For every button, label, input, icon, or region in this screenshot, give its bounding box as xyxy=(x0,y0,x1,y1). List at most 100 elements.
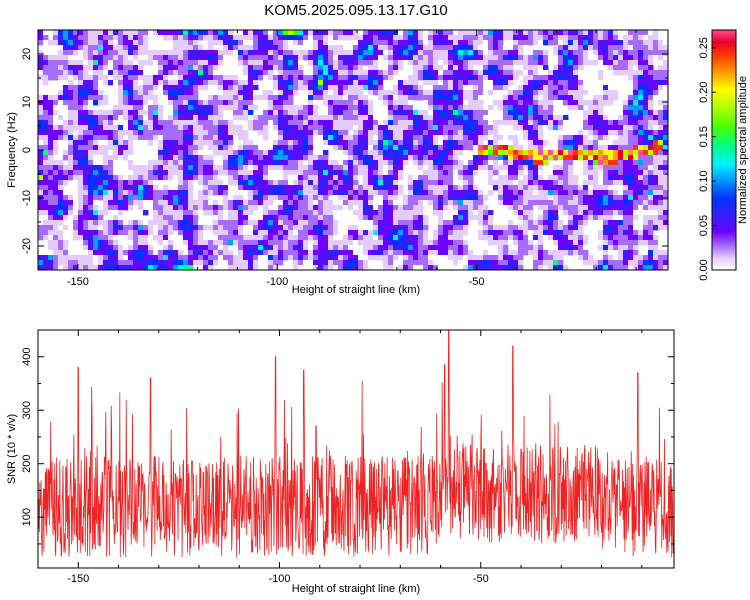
spectrogram-cell xyxy=(468,190,474,196)
spectrogram-cell xyxy=(228,40,234,46)
spectrogram-cell xyxy=(628,30,634,36)
spectrogram-cell xyxy=(613,130,619,136)
spectrogram-cell xyxy=(403,145,409,151)
spectrogram-cell xyxy=(618,70,624,76)
spectrogram-cell xyxy=(573,205,579,211)
spectrogram-cell xyxy=(513,215,519,221)
spectrogram-cell xyxy=(203,105,209,111)
spectrogram-cell xyxy=(413,140,419,146)
spectrogram-cell xyxy=(408,210,414,216)
spectrogram-cell xyxy=(628,125,634,131)
spectrogram-cell xyxy=(43,165,49,171)
spectrogram-cell xyxy=(323,155,329,161)
spectrogram-cell xyxy=(448,235,454,241)
spectrogram-cell xyxy=(583,155,589,161)
spectrogram-cell xyxy=(348,55,354,61)
spectrogram-cell xyxy=(298,145,304,151)
spectrogram-cell xyxy=(118,80,124,86)
spectrogram-cell xyxy=(478,235,484,241)
spectrogram-cell xyxy=(363,100,369,106)
spectrogram-cell xyxy=(463,40,469,46)
spectrogram-cell xyxy=(628,235,634,241)
spectrogram-cell xyxy=(373,200,379,206)
spectrogram-cell xyxy=(513,110,519,116)
spectrogram-cell xyxy=(153,190,159,196)
spectrogram-cell xyxy=(248,100,254,106)
spectrogram-cell xyxy=(398,180,404,186)
spectrogram-cell xyxy=(638,95,644,101)
spectrogram-cell xyxy=(183,150,189,156)
spectrogram-cell xyxy=(293,155,299,161)
spectrogram-cell xyxy=(93,165,99,171)
spectrogram-cell xyxy=(88,135,94,141)
spectrogram-cell xyxy=(158,30,164,36)
spectrogram-cell xyxy=(153,205,159,211)
spectrogram-cell xyxy=(558,120,564,126)
spectrogram-cell xyxy=(628,180,634,186)
spectrogram-cell xyxy=(503,150,509,156)
spectrogram-cell xyxy=(153,175,159,181)
spectrogram-cell xyxy=(578,80,584,86)
spectrogram-cell xyxy=(578,85,584,91)
spectrogram-cell xyxy=(558,200,564,206)
spectrogram-cell xyxy=(133,55,139,61)
spectrogram-cell xyxy=(533,190,539,196)
spectrogram-cell xyxy=(638,175,644,181)
spectrogram-cell xyxy=(38,135,44,141)
spectrogram-cell xyxy=(163,120,169,126)
spectrogram-cell xyxy=(353,100,359,106)
spectrogram-cell xyxy=(213,125,219,131)
spectrogram-cell xyxy=(323,210,329,216)
spectrogram-cell xyxy=(233,75,239,81)
spectrogram-cell xyxy=(603,145,609,151)
spectrogram-cell xyxy=(468,80,474,86)
spectrogram-cell xyxy=(563,50,569,56)
spectrogram-cell xyxy=(543,60,549,66)
spectrogram-cell xyxy=(548,205,554,211)
spectrogram-cell xyxy=(358,80,364,86)
spectrogram-cell xyxy=(103,35,109,41)
spectrogram-cell xyxy=(233,145,239,151)
spectrogram-cell xyxy=(58,50,64,56)
spectrogram-cell xyxy=(178,125,184,131)
spectrogram-cell xyxy=(268,60,274,66)
spectrogram-cell xyxy=(538,210,544,216)
spectrogram-cell xyxy=(263,95,269,101)
spectrogram-cell xyxy=(178,180,184,186)
spectrogram-cell xyxy=(198,65,204,71)
spectrogram-cell xyxy=(508,235,514,241)
spectrogram-cell xyxy=(443,230,449,236)
spectrogram-cell xyxy=(388,180,394,186)
spectrogram-cell xyxy=(453,45,459,51)
spectrogram-cell xyxy=(238,40,244,46)
spectrogram-cell xyxy=(108,195,114,201)
spectrogram-cell xyxy=(248,45,254,51)
spectrogram-cell xyxy=(208,30,214,36)
spectrogram-cell xyxy=(588,65,594,71)
spectrogram-cell xyxy=(598,185,604,191)
spectrogram-cell xyxy=(408,220,414,226)
spectrogram-cell xyxy=(433,30,439,36)
spectrogram-cell xyxy=(243,60,249,66)
spectrogram-cell xyxy=(253,65,259,71)
spectrogram-cell xyxy=(413,230,419,236)
spectrogram-cell xyxy=(563,225,569,231)
spectrogram-cell xyxy=(303,40,309,46)
spectrogram-cell xyxy=(363,205,369,211)
spectrogram-cell xyxy=(373,35,379,41)
spectrogram-cell xyxy=(523,105,529,111)
spectrogram-cell xyxy=(618,150,624,156)
spectrogram-cell xyxy=(603,165,609,171)
spectrogram-cell xyxy=(58,180,64,186)
spectrogram-cell xyxy=(363,60,369,66)
spectrogram-cell xyxy=(428,60,434,66)
spectrogram-cell xyxy=(483,190,489,196)
spectrogram-cell xyxy=(83,80,89,86)
spectrogram-cell xyxy=(393,120,399,126)
spectrogram-cell xyxy=(98,185,104,191)
spectrogram-cell xyxy=(498,195,504,201)
spectrogram-cell xyxy=(428,190,434,196)
spectrogram-cell xyxy=(48,95,54,101)
spectrogram-cell xyxy=(278,215,284,221)
spectrogram-cell xyxy=(228,95,234,101)
